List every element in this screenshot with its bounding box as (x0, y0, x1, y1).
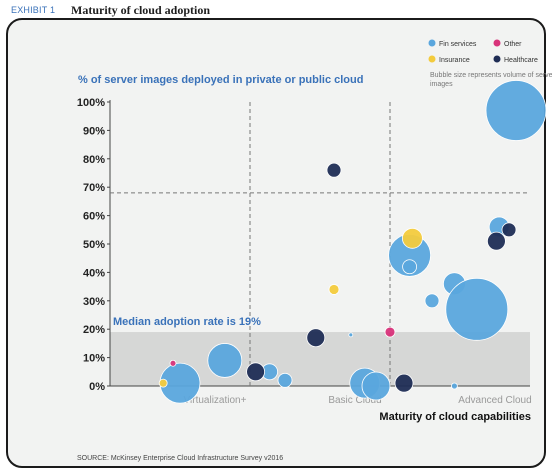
source-note: SOURCE: McKinsey Enterprise Cloud Infras… (77, 455, 284, 462)
x-category-label: Virtualization+ (184, 395, 247, 406)
legend-label: Other (504, 41, 522, 48)
bubble-other (169, 359, 177, 367)
y-axis-title: % of server images deployed in private o… (78, 74, 363, 86)
y-tick-label: 80% (83, 154, 105, 166)
bubble-fin-services (445, 277, 509, 341)
bubble-healthcare (246, 362, 266, 382)
bubble-healthcare (394, 373, 414, 393)
y-tick-label: 70% (83, 182, 105, 194)
bubble-insurance (401, 227, 423, 249)
chart-card (6, 18, 546, 468)
x-category-label: Basic Cloud (328, 395, 381, 406)
bubble-healthcare (486, 231, 506, 251)
y-tick-label: 10% (83, 353, 105, 365)
exhibit-label: EXHIBIT 1 (11, 5, 56, 15)
median-label: Median adoption rate is 19% (113, 316, 261, 328)
y-tick-label: 0% (89, 381, 105, 393)
exhibit-title: Maturity of cloud adoption (71, 3, 211, 17)
x-axis-title: Maturity of cloud capabilities (379, 411, 531, 423)
bubble-healthcare (501, 222, 517, 238)
legend-swatch-fin-services (428, 39, 436, 47)
bubble-fin-services (348, 332, 354, 338)
bubble-healthcare (306, 328, 326, 348)
legend-swatch-other (493, 39, 501, 47)
bubble-fin-services (450, 382, 458, 390)
bubble-fin-services (424, 293, 440, 309)
bubble-fin-services (402, 259, 418, 275)
y-tick-label: 30% (83, 296, 105, 308)
x-category-label: Advanced Cloud (458, 395, 531, 406)
y-tick-label: 20% (83, 324, 105, 336)
legend-label: Insurance (439, 57, 470, 64)
legend-note-line: images (430, 81, 453, 88)
legend-swatch-insurance (428, 55, 436, 63)
y-tick-label: 90% (83, 125, 105, 137)
bubble-fin-services (361, 371, 391, 401)
y-tick-label: 60% (83, 211, 105, 223)
bubble-insurance (328, 284, 340, 295)
bubble-insurance (158, 378, 168, 388)
legend-label: Healthcare (504, 57, 538, 64)
legend-swatch-healthcare (493, 55, 501, 63)
y-tick-label: 50% (83, 239, 105, 251)
legend-label: Fin services (439, 41, 477, 48)
bubble-fin-services (277, 372, 293, 388)
bubble-healthcare (326, 162, 342, 178)
bubble-other (384, 326, 396, 338)
y-tick-label: 100% (77, 97, 105, 109)
bubble-fin-services (207, 343, 243, 378)
legend-note-line: Bubble size represents volume of server (430, 72, 552, 79)
y-tick-label: 40% (83, 267, 105, 279)
bubble-fin-services (485, 80, 547, 141)
